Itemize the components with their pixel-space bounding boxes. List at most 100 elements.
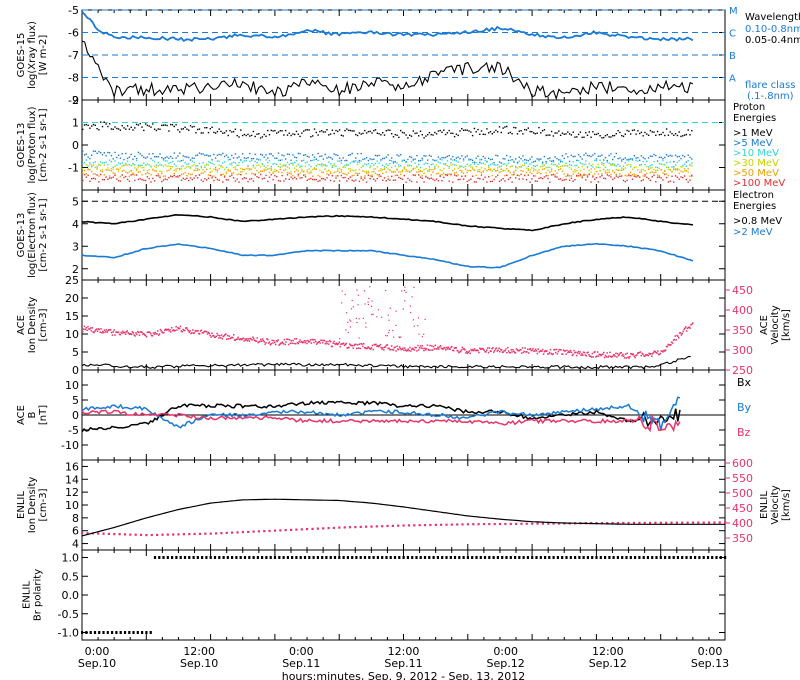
ace-velocity-point — [560, 349, 562, 351]
ace-velocity-point — [82, 330, 84, 333]
proton-point — [457, 156, 459, 158]
proton-point — [509, 131, 511, 134]
proton-point — [660, 169, 662, 171]
proton-point — [83, 154, 86, 156]
ace-velocity-point — [617, 354, 620, 357]
proton-point — [479, 169, 481, 171]
proton-point — [364, 163, 366, 165]
proton-point — [108, 169, 111, 171]
proton-point — [680, 170, 682, 172]
ace-velocity-ylabel-line: ACE — [759, 315, 770, 335]
proton-point — [538, 158, 540, 160]
proton-point — [303, 154, 305, 156]
proton-point — [211, 175, 213, 177]
proton-point — [139, 122, 141, 125]
proton-point — [493, 168, 495, 170]
proton-point — [550, 160, 553, 162]
proton-point — [168, 157, 170, 159]
proton-point — [117, 168, 120, 171]
proton-point — [459, 130, 461, 132]
enlil-velocity-point — [606, 522, 609, 525]
proton-point — [647, 177, 650, 180]
ace-velocity-point — [510, 349, 512, 351]
proton-point — [351, 160, 353, 163]
proton-point — [342, 172, 344, 175]
proton-point — [461, 128, 463, 130]
proton-point — [642, 156, 644, 159]
proton-point — [583, 173, 585, 175]
proton-point — [349, 162, 352, 164]
proton-point — [356, 161, 359, 163]
ace-velocity-point — [298, 341, 300, 343]
proton-point — [245, 177, 247, 180]
y-tick-label: 2 — [72, 263, 79, 276]
proton-point — [220, 165, 222, 167]
proton-point — [567, 175, 569, 177]
proton-point — [480, 130, 483, 132]
proton-point — [615, 175, 617, 177]
ace-velocity-point — [620, 352, 622, 354]
proton-point — [536, 180, 538, 182]
proton-point — [540, 173, 542, 175]
xray-legend-entry: 0.05-0.4nm — [745, 35, 800, 46]
proton-point — [166, 178, 168, 181]
ace-velocity-point — [526, 351, 528, 353]
polarity-point — [488, 556, 491, 559]
proton-point — [649, 171, 652, 174]
polarity-point — [231, 556, 234, 559]
proton-point — [324, 163, 326, 166]
proton-point — [175, 170, 177, 172]
proton-point — [285, 158, 287, 160]
proton-point — [126, 160, 129, 162]
proton-point — [180, 128, 183, 130]
ace-velocity-point — [337, 343, 340, 345]
proton-point — [241, 170, 244, 173]
proton-point — [222, 173, 224, 175]
xray-ylabel: GOES-15 log(Xray flux) [W m-2] — [16, 21, 49, 89]
proton-point — [125, 171, 127, 173]
ace-velocity-point — [685, 330, 688, 332]
proton-point — [87, 174, 89, 176]
proton-point — [299, 152, 301, 155]
proton-point — [250, 172, 253, 174]
ace-velocity-point — [260, 340, 263, 342]
proton-point — [177, 155, 179, 157]
proton-point — [624, 167, 626, 169]
proton-point — [265, 169, 267, 171]
proton-point — [360, 166, 362, 169]
ace-velocity-point — [406, 349, 409, 352]
ace-velocity-point — [413, 349, 416, 351]
proton-point — [644, 170, 646, 172]
proton-point — [236, 157, 238, 159]
proton-point — [105, 161, 107, 163]
proton-point — [588, 163, 590, 165]
proton-point — [498, 166, 501, 168]
proton-point — [89, 169, 91, 171]
proton-point — [294, 161, 296, 164]
proton-point — [371, 162, 373, 165]
ace-velocity-point — [546, 350, 548, 352]
flare-class-label: A — [729, 74, 736, 85]
proton-point — [385, 156, 387, 158]
polarity-series — [81, 556, 727, 634]
proton-point — [272, 178, 274, 181]
proton-point — [164, 160, 166, 162]
proton-point — [427, 134, 429, 136]
ace-velocity-point — [664, 349, 667, 351]
polarity-point — [574, 556, 577, 559]
proton-point — [577, 160, 580, 162]
proton-point — [162, 158, 165, 160]
proton-point — [581, 165, 583, 168]
enlil-velocity-point — [440, 523, 443, 526]
proton-point — [646, 176, 648, 178]
proton-point — [137, 178, 140, 181]
ace-velocity-ylabel-line: [km/s] — [781, 309, 792, 341]
proton-point — [549, 134, 551, 136]
enlil-velocity-point — [397, 524, 400, 527]
proton-point — [376, 132, 378, 134]
enlil-density-series — [81, 498, 725, 537]
proton-point — [126, 178, 129, 181]
proton-point — [594, 133, 596, 136]
proton-point — [457, 167, 459, 169]
proton-point — [622, 168, 625, 171]
